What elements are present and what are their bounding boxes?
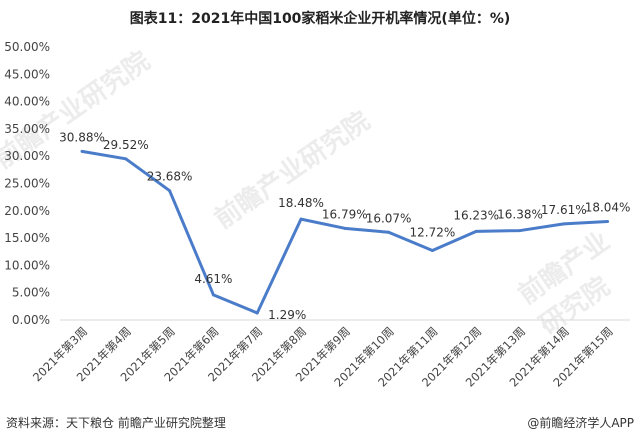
y-tick-label: 25.00%: [4, 177, 50, 191]
data-label: 1.29%: [268, 308, 306, 322]
data-label: 16.23%: [453, 208, 499, 222]
data-label: 29.52%: [103, 138, 149, 152]
data-point: [606, 220, 610, 224]
y-tick-label: 10.00%: [4, 258, 50, 272]
data-label: 16.38%: [497, 208, 543, 222]
chart-title: 图表11：2021年中国100家稻米企业开机率情况(单位：%): [129, 11, 511, 27]
data-label: 4.61%: [194, 272, 232, 286]
y-tick-label: 5.00%: [12, 286, 50, 300]
data-label: 16.79%: [322, 207, 368, 221]
data-point: [562, 222, 566, 226]
y-tick-label: 0.00%: [12, 313, 50, 327]
data-point: [255, 311, 259, 315]
data-label: 17.61%: [541, 203, 587, 217]
y-tick-label: 35.00%: [4, 122, 50, 136]
data-point: [124, 157, 128, 161]
data-label: 18.04%: [585, 201, 631, 215]
source-note: 资料来源：天下粮仓 前瞻产业研究院整理: [6, 416, 226, 430]
data-point: [343, 226, 347, 230]
y-tick-label: 50.00%: [4, 40, 50, 54]
data-point: [387, 230, 391, 234]
data-label: 18.48%: [278, 196, 324, 210]
data-point: [299, 217, 303, 221]
data-point: [168, 189, 172, 193]
y-tick-label: 40.00%: [4, 95, 50, 109]
y-tick-label: 15.00%: [4, 231, 50, 245]
data-point: [474, 229, 478, 233]
data-label: 16.07%: [366, 211, 412, 225]
data-label: 12.72%: [410, 226, 456, 240]
data-point: [518, 229, 522, 233]
y-tick-label: 20.00%: [4, 204, 50, 218]
y-tick-label: 30.00%: [4, 149, 50, 163]
credit: @前瞻经济学人APP: [527, 416, 634, 430]
data-point: [211, 293, 215, 297]
data-point: [80, 149, 84, 153]
data-point: [430, 249, 434, 253]
data-label: 30.88%: [59, 130, 105, 144]
data-label: 23.68%: [147, 170, 193, 184]
y-tick-label: 45.00%: [4, 67, 50, 81]
